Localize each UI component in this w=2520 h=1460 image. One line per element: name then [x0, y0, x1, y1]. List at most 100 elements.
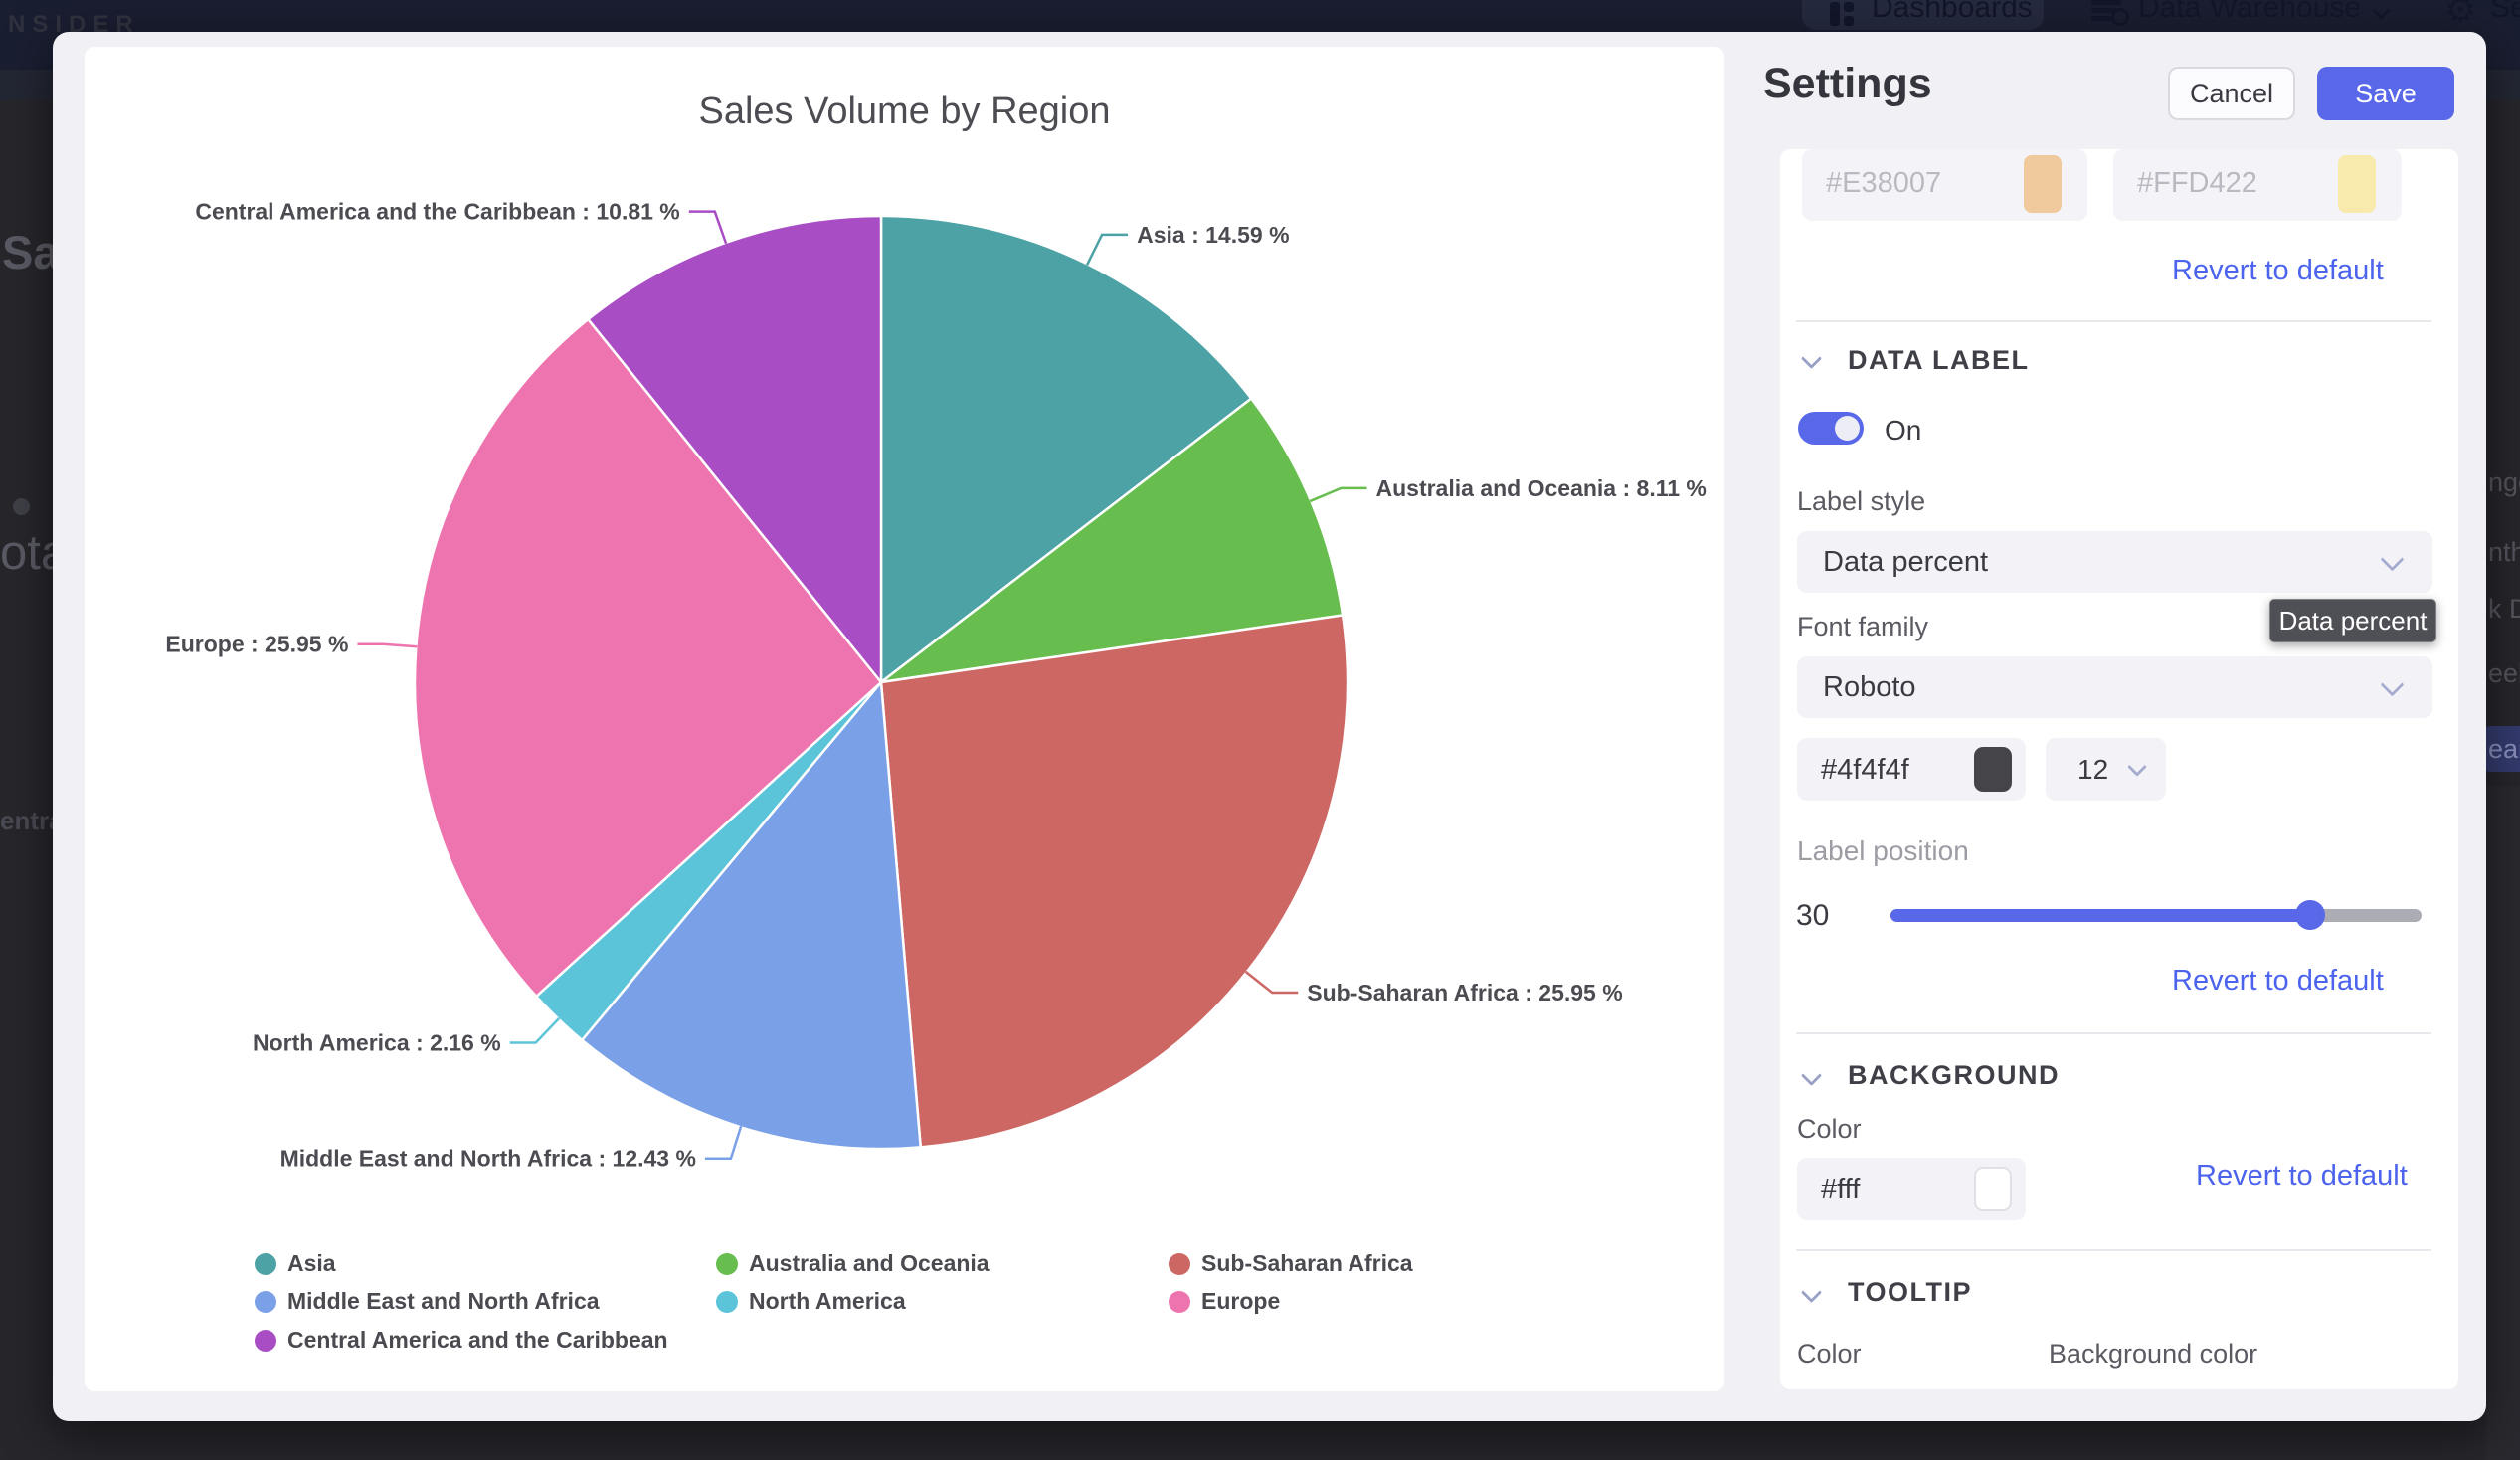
legend-label: Central America and the Caribbean — [287, 1327, 668, 1353]
bg-panel-fragment — [2486, 786, 2520, 1460]
section-header-background: BACKGROUND — [1848, 1060, 2060, 1090]
legend-marker-icon — [1169, 1252, 1190, 1275]
nav-settings-label[interactable]: Se — [2490, 0, 2520, 24]
tooltip-color-label: Color — [1797, 1339, 1862, 1369]
section-header-data-label: DATA LABEL — [1848, 345, 2030, 375]
pie-data-label: Europe : 25.95 % — [165, 632, 348, 657]
bg-menu-item-fragment: nth — [2488, 537, 2520, 567]
gear-icon[interactable]: ⚙ — [2444, 0, 2477, 31]
pie-chart: Asia : 14.59 % Australia and Oceania : 8.… — [165, 199, 1707, 1172]
legend-label: Middle East and North Africa — [287, 1288, 600, 1314]
section-divider — [1796, 1032, 2431, 1034]
label-leader-line — [688, 210, 728, 245]
legend-item[interactable]: Middle East and North Africa — [255, 1288, 600, 1315]
revert-to-default-link[interactable]: Revert to default — [2172, 255, 2384, 286]
background-color-input[interactable]: #fff — [1797, 1158, 2026, 1220]
label-position-slider[interactable] — [1890, 900, 2422, 930]
legend-item[interactable]: Australia and Oceania — [716, 1250, 990, 1277]
pie-data-label: Asia : 14.59 % — [1137, 222, 1289, 248]
label-position-label: Label position — [1797, 835, 1969, 866]
legend-label: Asia — [287, 1250, 336, 1276]
font-color-input[interactable]: #4f4f4f — [1797, 738, 2026, 801]
pie-slice-sub-saharan-africa[interactable] — [879, 614, 1350, 1149]
label-style-label: Label style — [1797, 486, 1926, 516]
nav-dashboards-label[interactable]: Dashboards — [1872, 0, 2033, 24]
collapse-chevron-icon[interactable] — [1800, 1064, 1823, 1087]
collapse-chevron-icon[interactable] — [1800, 1281, 1823, 1304]
font-color-swatch[interactable] — [1974, 747, 2012, 792]
slider-fill — [1890, 909, 2310, 922]
collapse-chevron-icon[interactable] — [1800, 347, 1823, 370]
label-leader-line — [509, 1017, 561, 1044]
label-leader-line — [357, 642, 418, 648]
save-button[interactable]: Save — [2317, 67, 2454, 120]
bg-selected-menu-item — [2484, 726, 2520, 772]
series-color-input-2[interactable]: #FFD422 — [2113, 149, 2402, 221]
section-header-tooltip: TOOLTIP — [1848, 1277, 1972, 1307]
legend-label: North America — [749, 1288, 906, 1314]
chevron-down-icon — [2127, 757, 2147, 777]
legend-label: Australia and Oceania — [749, 1250, 990, 1276]
series-color-swatch-1[interactable] — [2024, 155, 2062, 213]
background-color-label: Color — [1797, 1114, 1862, 1144]
toggle-knob — [1835, 416, 1860, 441]
background-color-swatch[interactable] — [1974, 1167, 2012, 1211]
cancel-button[interactable]: Cancel — [2168, 67, 2295, 120]
legend-marker-icon — [716, 1252, 738, 1275]
label-style-value: Data percent — [1823, 546, 1989, 578]
label-leader-line — [1085, 233, 1129, 266]
dashboards-grid-icon — [1830, 2, 1854, 26]
nav-data-warehouse-label[interactable]: Data Warehouse — [2138, 0, 2362, 24]
chevron-down-icon — [2380, 672, 2405, 697]
data-label-toggle[interactable] — [1798, 412, 1864, 445]
font-family-dropdown[interactable]: Roboto — [1797, 656, 2432, 718]
settings-modal: Asia : 14.59 % Australia and Oceania : 8.… — [53, 32, 2486, 1421]
legend-label: Sub-Saharan Africa — [1201, 1250, 1413, 1276]
pie-data-label: Sub-Saharan Africa : 25.95 % — [1307, 980, 1622, 1005]
chart-title: Sales Volume by Region — [698, 91, 1111, 132]
label-leader-line — [1244, 970, 1299, 995]
legend-item[interactable]: North America — [716, 1288, 906, 1315]
legend-item[interactable]: Asia — [255, 1250, 336, 1277]
legend-item[interactable]: Central America and the Caribbean — [255, 1327, 668, 1354]
section-divider — [1796, 1249, 2431, 1251]
tooltip-background-color-label: Background color — [2049, 1339, 2258, 1369]
panel-title: Settings — [1763, 60, 1932, 107]
bg-menu-item-fragment: eek — [2488, 658, 2520, 688]
section-divider — [1796, 320, 2431, 322]
slider-thumb[interactable] — [2294, 900, 2325, 930]
label-leader-line — [1309, 486, 1367, 503]
font-color-value: #4f4f4f — [1821, 754, 1909, 786]
label-style-dropdown[interactable]: Data percent — [1797, 531, 2432, 593]
revert-to-default-link[interactable]: Revert to default — [2172, 965, 2384, 997]
chevron-down-icon — [2380, 547, 2405, 572]
font-family-value: Roboto — [1823, 671, 1916, 703]
chart-preview-card: Asia : 14.59 % Australia and Oceania : 8.… — [85, 47, 1724, 1391]
pie-data-label: Middle East and North Africa : 12.43 % — [280, 1146, 696, 1172]
bg-bullet-dot — [13, 498, 30, 515]
legend-marker-icon — [716, 1290, 738, 1313]
legend-marker-icon — [1169, 1290, 1190, 1313]
label-position-value: 30 — [1796, 899, 1830, 932]
legend-marker-icon — [255, 1290, 276, 1313]
bg-menu-item-fragment: ear — [2488, 734, 2520, 764]
font-size-value: 12 — [2077, 754, 2109, 785]
pie-data-label: North America : 2.16 % — [253, 1029, 501, 1055]
background-color-value: #fff — [1821, 1174, 1861, 1205]
nav-item-dashboards[interactable] — [1802, 0, 2044, 30]
legend-marker-icon — [255, 1329, 276, 1352]
settings-scroll-panel: #E38007 #FFD422 Revert to default DATA L… — [1780, 149, 2458, 1389]
bg-menu-item-fragment: k D — [2488, 594, 2520, 624]
data-warehouse-icon — [2091, 0, 2129, 26]
bg-menu-item-fragment: nge — [2488, 467, 2520, 497]
legend-label: Europe — [1201, 1288, 1281, 1314]
legend-item[interactable]: Sub-Saharan Africa — [1169, 1250, 1413, 1277]
series-color-value-2: #FFD422 — [2137, 167, 2257, 199]
series-color-input-1[interactable]: #E38007 — [1802, 149, 2087, 221]
font-size-dropdown[interactable]: 12 — [2046, 738, 2166, 801]
legend-item[interactable]: Europe — [1169, 1288, 1280, 1315]
toggle-state-label: On — [1885, 415, 1922, 446]
series-color-swatch-2[interactable] — [2338, 155, 2376, 213]
revert-to-default-link[interactable]: Revert to default — [2196, 1160, 2408, 1191]
